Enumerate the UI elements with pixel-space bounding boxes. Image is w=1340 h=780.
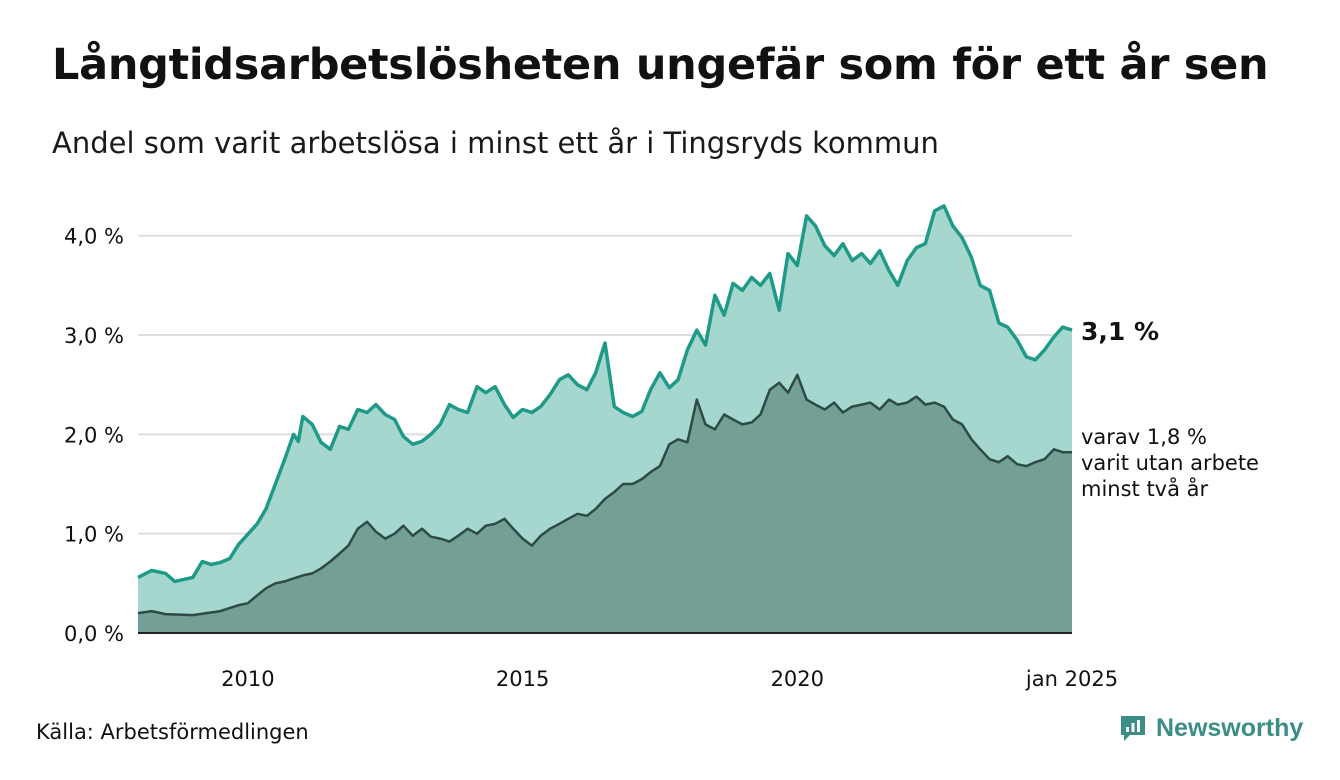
- series-two-years-line: [137, 373, 1072, 617]
- brand-logo: Newsworthy: [1118, 713, 1303, 743]
- series-total-line: [137, 204, 1073, 584]
- latest-value-label: 3,1 %: [1081, 317, 1160, 346]
- x-tick-label: 2010: [221, 667, 274, 691]
- source-credit: Källa: Arbetsförmedlingen: [36, 720, 309, 744]
- sub-annotation-line: varit utan arbete: [1081, 451, 1259, 475]
- x-tick-label: jan 2025: [1025, 667, 1118, 691]
- y-tick-label: 0,0 %: [64, 622, 124, 646]
- x-tick-label: 2015: [496, 667, 549, 691]
- series-two-years-area: [138, 374, 1072, 633]
- newsworthy-logo-icon: [1121, 716, 1145, 741]
- y-tick-label: 4,0 %: [64, 225, 124, 249]
- x-tick-label: 2020: [771, 667, 824, 691]
- series-areas: [137, 204, 1073, 633]
- y-tick-label: 3,0 %: [64, 324, 124, 348]
- sub-series-annotation: varav 1,8 % varit utan arbete minst två …: [1081, 424, 1259, 502]
- sub-annotation-line: minst två år: [1081, 477, 1209, 501]
- chart-subtitle: Andel som varit arbetslösa i minst ett å…: [52, 126, 939, 160]
- y-tick-label: 1,0 %: [64, 523, 124, 547]
- y-tick-label: 2,0 %: [64, 423, 124, 447]
- brand-name: Newsworthy: [1156, 713, 1304, 742]
- sub-annotation-line: varav 1,8 %: [1081, 425, 1207, 449]
- axis-ticks: 0,0 % 1,0 % 2,0 % 3,0 % 4,0 % 2010 2015 2020 jan…: [64, 225, 1118, 691]
- chart-title: Långtidsarbetslösheten ungefär som för e…: [52, 40, 1269, 90]
